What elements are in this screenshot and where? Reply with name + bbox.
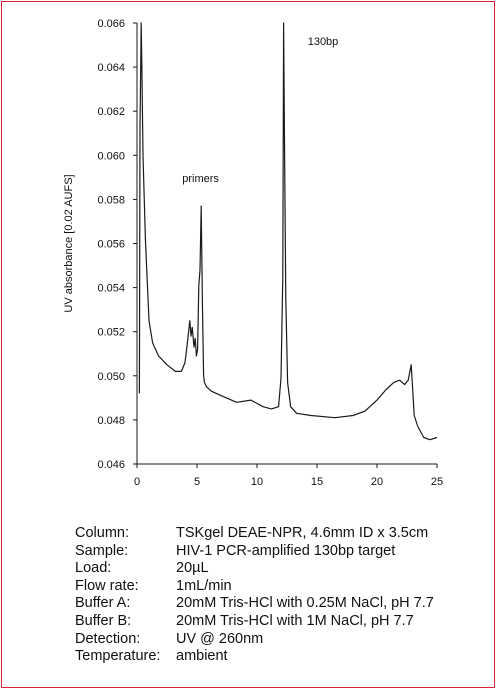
y-tick-label: 0.048: [97, 415, 125, 427]
condition-row-flow-rate: Flow rate: 1mL/min: [75, 578, 434, 596]
y-tick-label: 0.056: [97, 239, 125, 251]
y-tick-label: 0.050: [97, 371, 125, 383]
peak-annotation: primers: [182, 173, 219, 185]
y-tick-label: 0.064: [97, 62, 125, 74]
condition-value: 20mM Tris-HCl with 0.25M NaCl, pH 7.7: [176, 595, 434, 612]
figure-frame: [1, 1, 495, 688]
y-tick-label: 0.052: [97, 327, 125, 339]
y-tick-label: 0.060: [97, 150, 125, 162]
condition-value: ambient: [176, 648, 228, 665]
condition-row-load: Load: 20µL: [75, 560, 434, 578]
condition-label: Column:: [75, 525, 129, 541]
condition-value: 20mM Tris-HCl with 1M NaCl, pH 7.7: [176, 612, 414, 629]
condition-label: Temperature:: [75, 648, 161, 665]
condition-label: Load:: [75, 560, 112, 577]
x-tick-label: 5: [194, 476, 200, 488]
peak-annotation: 130bp: [308, 36, 339, 48]
condition-value: UV @ 260nm: [176, 630, 264, 647]
x-tick-label: 10: [251, 476, 263, 488]
chart-ticks: 0.046 0.048 0.050 0.052 0.054 0.056 0.058 0.060…: [97, 18, 443, 488]
y-tick-label: 0.062: [97, 106, 125, 118]
condition-value: TSKgel DEAE-NPR, 4.6mm ID x 3.5cm: [176, 525, 429, 541]
x-tick-label: 0: [134, 476, 140, 488]
condition-label: Sample:: [75, 542, 129, 559]
y-tick-label: 0.058: [97, 194, 125, 206]
condition-row-buffer-a: Buffer A: 20mM Tris-HCl with 0.25M NaCl,…: [75, 595, 434, 613]
condition-row-temperature: Temperature: ambient: [75, 648, 434, 666]
condition-value: HIV-1 PCR-amplified 130bp target: [176, 542, 396, 559]
condition-value: 20µL: [176, 560, 209, 577]
condition-row-sample: Sample: HIV-1 PCR-amplified 130bp target: [75, 543, 434, 561]
y-tick-label: 0.054: [97, 283, 125, 295]
condition-label: Buffer A:: [75, 595, 131, 612]
chart-axes: Time [min]UV absorbance [0.02 AUFS]: [63, 23, 437, 465]
chromatogram-trace: [138, 22, 438, 441]
condition-label: Detection:: [75, 630, 141, 647]
chart-annotations: primers 130bp: [182, 36, 338, 185]
condition-label: Flow rate:: [75, 577, 139, 594]
chart-series: [138, 22, 438, 441]
condition-value: 1mL/min: [176, 577, 232, 594]
condition-row-buffer-b: Buffer B: 20mM Tris-HCl with 1M NaCl, pH…: [75, 613, 434, 631]
run-conditions: Column: TSKgel DEAE-NPR, 4.6mm ID x 3.5c…: [75, 525, 434, 666]
condition-row-column: Column: TSKgel DEAE-NPR, 4.6mm ID x 3.5c…: [75, 525, 434, 543]
condition-label: Buffer B:: [75, 612, 132, 629]
x-tick-label: 25: [431, 476, 443, 488]
y-tick-label: 0.066: [97, 18, 125, 30]
chromatogram-chart: Time [min]UV absorbance [0.02 AUFS] 0.04…: [63, 18, 443, 488]
x-tick-label: 20: [371, 476, 383, 488]
y-tick-label: 0.046: [97, 459, 125, 471]
condition-row-detection: Detection: UV @ 260nm: [75, 631, 434, 649]
y-axis-label: UV absorbance [0.02 AUFS]: [63, 174, 75, 312]
x-tick-label: 15: [311, 476, 323, 488]
